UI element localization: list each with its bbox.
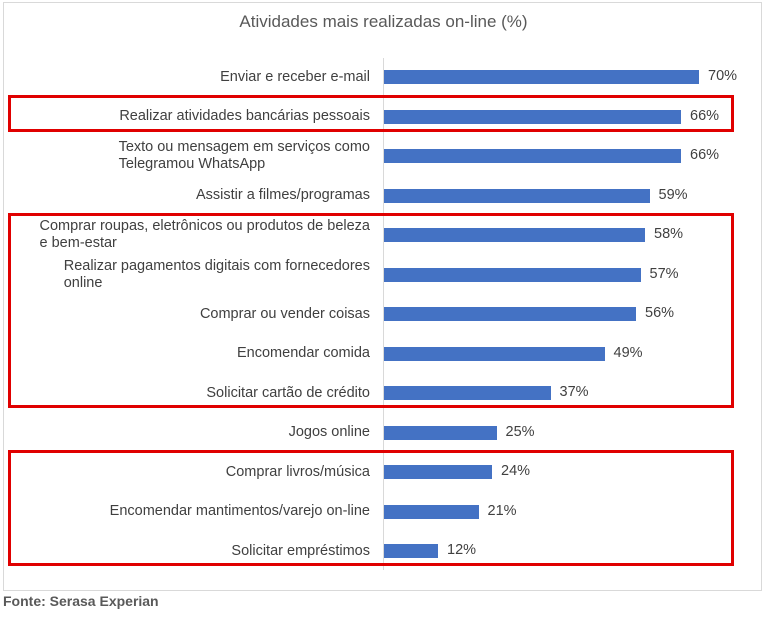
category-label-line: Comprar roupas, eletrônicos ou produtos …	[39, 218, 370, 234]
category-label-line: Assistir a filmes/programas	[195, 187, 370, 203]
category-label-line: Comprar livros/música	[225, 463, 370, 480]
data-label: 21%	[487, 502, 517, 519]
category-label: Comprar livros/música	[226, 464, 370, 481]
bar	[384, 228, 645, 242]
category-label: Enviar e receber e-mail	[220, 69, 370, 86]
category-axis-line	[383, 58, 384, 570]
category-label-line: e bem-estar	[39, 235, 117, 251]
category-label-line: Jogos online	[288, 424, 370, 440]
data-label: 66%	[690, 147, 720, 163]
category-label-line: Texto ou mensagem em serviços como	[118, 139, 370, 155]
chart-frame	[3, 2, 762, 591]
bar	[384, 346, 605, 361]
category-label-line: Realizar pagamentos digitais com fornece…	[63, 257, 370, 274]
category-label: Encomendar mantimentos/varejo on-line	[110, 503, 370, 520]
bar	[384, 544, 438, 558]
data-label: 37%	[559, 384, 589, 400]
bar	[384, 267, 641, 282]
category-label-line: Comprar ou vender coisas	[199, 305, 370, 322]
highlight-box	[8, 213, 734, 408]
data-label: 24%	[501, 463, 531, 479]
bar	[384, 188, 650, 203]
category-label-line: Encomendar comida	[237, 345, 370, 361]
source-note: Fonte: Serasa Experian	[3, 593, 159, 609]
category-label: Texto ou mensagem em serviços como Telegr…	[119, 139, 370, 173]
category-label-line: Encomendar mantimentos/varejo on-line	[109, 503, 370, 519]
chart-title: Atividades mais realizadas on-line (%)	[239, 12, 528, 31]
data-label: 66%	[690, 107, 720, 124]
data-label: 56%	[645, 305, 675, 321]
bar	[384, 504, 479, 519]
category-label: Jogos online	[289, 424, 370, 441]
bar	[384, 386, 551, 400]
category-label-line: Solicitar empréstimos	[231, 542, 370, 559]
category-label-line: online	[63, 274, 103, 291]
data-label: 58%	[654, 226, 684, 242]
category-label: Realizar atividades bancárias pessoais	[119, 108, 370, 125]
data-label: 59%	[658, 186, 688, 203]
highlight-box	[8, 450, 734, 566]
bar	[384, 149, 681, 163]
category-label-line: Solicitar cartão de crédito	[206, 384, 370, 401]
data-label: 49%	[613, 344, 643, 361]
category-label: Encomendar comida	[237, 345, 370, 362]
category-label: Assistir a filmes/programas	[196, 187, 370, 204]
bar	[384, 425, 497, 440]
data-label: 12%	[447, 542, 477, 558]
data-label: 70%	[708, 68, 738, 84]
bar	[384, 70, 699, 84]
bar	[384, 109, 681, 124]
category-label: Solicitar cartão de crédito	[206, 385, 370, 402]
bar	[384, 307, 636, 321]
category-label: Realizar pagamentos digitais com fornece…	[64, 258, 370, 292]
category-label-line: Telegramou WhatsApp	[118, 156, 266, 172]
highlight-box	[8, 94, 734, 132]
category-label: Solicitar empréstimos	[231, 543, 370, 560]
data-label: 25%	[505, 423, 535, 440]
category-label: Comprar roupas, eletrônicos ou produtos …	[40, 218, 370, 252]
data-label: 57%	[649, 265, 679, 282]
category-label-line: Realizar atividades bancárias pessoais	[119, 108, 370, 124]
category-label: Comprar ou vender coisas	[200, 306, 370, 323]
bar	[384, 465, 492, 479]
category-label-line: Enviar e receber e-mail	[220, 68, 370, 85]
